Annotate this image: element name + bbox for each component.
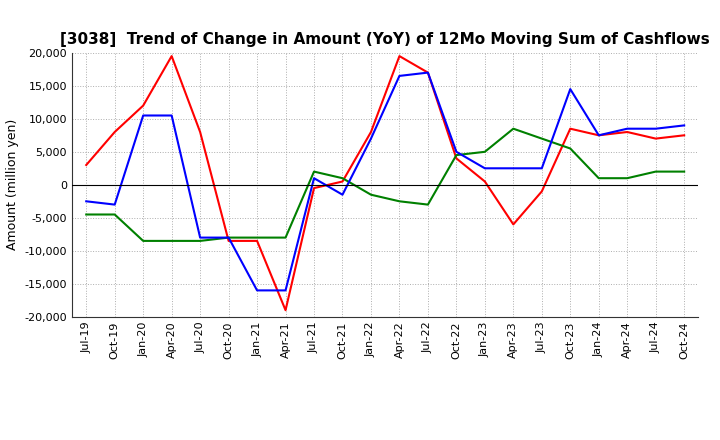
Free Cashflow xyxy=(82,198,91,204)
Investing Cashflow xyxy=(595,176,603,181)
Operating Cashflow xyxy=(395,53,404,59)
Investing Cashflow xyxy=(680,169,688,174)
Operating Cashflow xyxy=(509,222,518,227)
Operating Cashflow xyxy=(139,103,148,108)
Operating Cashflow xyxy=(282,308,290,313)
Operating Cashflow xyxy=(595,132,603,138)
Free Cashflow xyxy=(452,149,461,154)
Operating Cashflow xyxy=(652,136,660,141)
Investing Cashflow xyxy=(652,169,660,174)
Investing Cashflow xyxy=(537,136,546,141)
Operating Cashflow xyxy=(480,179,489,184)
Investing Cashflow xyxy=(395,198,404,204)
Free Cashflow xyxy=(423,70,432,75)
Investing Cashflow xyxy=(253,235,261,240)
Free Cashflow xyxy=(366,136,375,141)
Investing Cashflow xyxy=(366,192,375,197)
Investing Cashflow xyxy=(452,152,461,158)
Operating Cashflow xyxy=(310,186,318,191)
Line: Investing Cashflow: Investing Cashflow xyxy=(86,128,684,241)
Free Cashflow xyxy=(196,235,204,240)
Investing Cashflow xyxy=(338,176,347,181)
Operating Cashflow xyxy=(82,162,91,168)
Investing Cashflow xyxy=(225,235,233,240)
Line: Free Cashflow: Free Cashflow xyxy=(86,73,684,290)
Investing Cashflow xyxy=(167,238,176,243)
Operating Cashflow xyxy=(537,189,546,194)
Operating Cashflow xyxy=(253,238,261,243)
Free Cashflow xyxy=(652,126,660,131)
Operating Cashflow xyxy=(196,129,204,135)
Line: Operating Cashflow: Operating Cashflow xyxy=(86,56,684,310)
Operating Cashflow xyxy=(623,129,631,135)
Investing Cashflow xyxy=(509,126,518,131)
Operating Cashflow xyxy=(680,132,688,138)
Free Cashflow xyxy=(167,113,176,118)
Investing Cashflow xyxy=(110,212,119,217)
Y-axis label: Amount (million yen): Amount (million yen) xyxy=(6,119,19,250)
Title: [3038]  Trend of Change in Amount (YoY) of 12Mo Moving Sum of Cashflows: [3038] Trend of Change in Amount (YoY) o… xyxy=(60,33,710,48)
Free Cashflow xyxy=(110,202,119,207)
Operating Cashflow xyxy=(423,70,432,75)
Free Cashflow xyxy=(480,165,489,171)
Free Cashflow xyxy=(566,86,575,92)
Investing Cashflow xyxy=(196,238,204,243)
Free Cashflow xyxy=(225,235,233,240)
Investing Cashflow xyxy=(480,149,489,154)
Investing Cashflow xyxy=(139,238,148,243)
Free Cashflow xyxy=(395,73,404,78)
Investing Cashflow xyxy=(623,176,631,181)
Free Cashflow xyxy=(139,113,148,118)
Operating Cashflow xyxy=(338,179,347,184)
Free Cashflow xyxy=(595,132,603,138)
Free Cashflow xyxy=(310,176,318,181)
Operating Cashflow xyxy=(566,126,575,131)
Investing Cashflow xyxy=(566,146,575,151)
Free Cashflow xyxy=(537,165,546,171)
Operating Cashflow xyxy=(366,129,375,135)
Investing Cashflow xyxy=(282,235,290,240)
Free Cashflow xyxy=(338,192,347,197)
Operating Cashflow xyxy=(452,156,461,161)
Investing Cashflow xyxy=(423,202,432,207)
Investing Cashflow xyxy=(310,169,318,174)
Free Cashflow xyxy=(509,165,518,171)
Operating Cashflow xyxy=(167,53,176,59)
Free Cashflow xyxy=(282,288,290,293)
Free Cashflow xyxy=(623,126,631,131)
Operating Cashflow xyxy=(225,238,233,243)
Operating Cashflow xyxy=(110,129,119,135)
Free Cashflow xyxy=(253,288,261,293)
Free Cashflow xyxy=(680,123,688,128)
Investing Cashflow xyxy=(82,212,91,217)
